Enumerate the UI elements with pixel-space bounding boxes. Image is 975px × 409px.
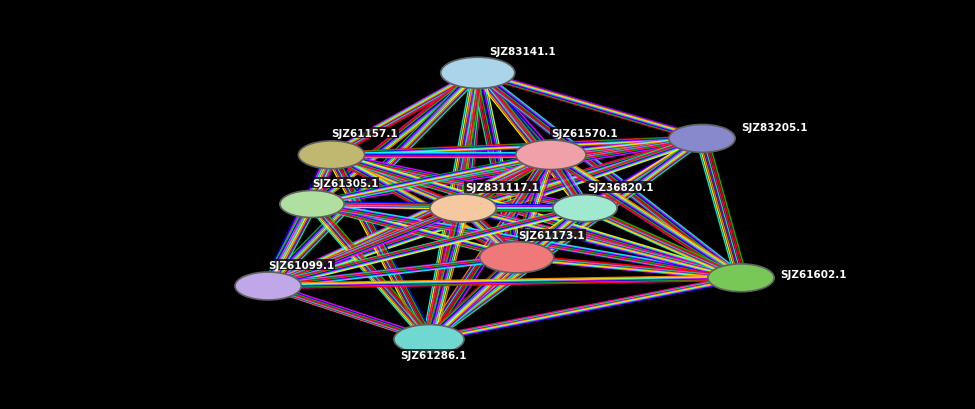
Text: SJZ61286.1: SJZ61286.1 <box>401 350 467 360</box>
Text: SJZ61099.1: SJZ61099.1 <box>268 260 334 270</box>
Circle shape <box>298 142 365 169</box>
Circle shape <box>516 141 586 170</box>
Circle shape <box>553 195 617 222</box>
Text: SJZ36820.1: SJZ36820.1 <box>587 182 653 192</box>
Circle shape <box>441 58 515 89</box>
Text: SJZ61157.1: SJZ61157.1 <box>332 128 398 138</box>
Circle shape <box>394 325 464 354</box>
Text: SJZ61305.1: SJZ61305.1 <box>312 178 378 188</box>
Text: SJZ83141.1: SJZ83141.1 <box>489 47 556 56</box>
Circle shape <box>708 264 774 292</box>
Circle shape <box>480 242 554 273</box>
Circle shape <box>669 125 735 153</box>
Circle shape <box>280 191 344 218</box>
Text: SJZ831117.1: SJZ831117.1 <box>465 182 539 192</box>
Text: SJZ61570.1: SJZ61570.1 <box>551 128 617 138</box>
Text: SJZ83205.1: SJZ83205.1 <box>741 123 807 133</box>
Text: SJZ61173.1: SJZ61173.1 <box>519 231 585 240</box>
Circle shape <box>430 195 496 222</box>
Circle shape <box>235 272 301 300</box>
Text: SJZ61602.1: SJZ61602.1 <box>780 269 846 279</box>
